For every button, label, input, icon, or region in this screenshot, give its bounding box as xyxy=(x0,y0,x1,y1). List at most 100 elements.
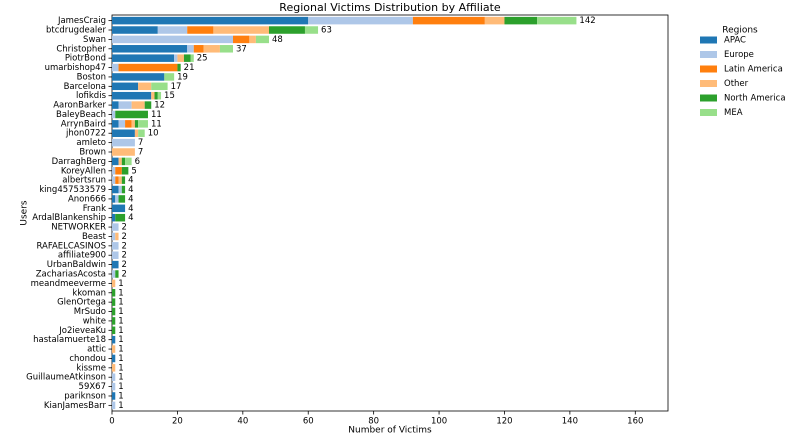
y-tick-label: Beast xyxy=(82,232,107,242)
bar-segment xyxy=(112,45,188,53)
y-tick-label: Swan xyxy=(83,35,106,45)
total-label: 19 xyxy=(177,72,188,82)
y-tick-label: ZachariasAcosta xyxy=(36,269,106,279)
total-label: 1 xyxy=(118,298,123,308)
y-tick-label: affiliate900 xyxy=(58,251,106,261)
bar-segment xyxy=(112,138,135,147)
total-label: 15 xyxy=(164,91,175,101)
bar-segment xyxy=(268,26,305,34)
bar-segment xyxy=(112,260,119,269)
bar-segment xyxy=(121,167,129,175)
bar-segment xyxy=(112,373,116,381)
legend-label: Latin America xyxy=(724,65,783,75)
y-tick-label: hastalamuerte18 xyxy=(33,335,106,345)
y-tick-label: Boston xyxy=(77,72,106,82)
bar-segment xyxy=(112,223,119,231)
x-axis-label: Number of Victims xyxy=(348,426,432,436)
total-label: 2 xyxy=(122,232,127,242)
bar-segment xyxy=(115,176,119,184)
bar-segment xyxy=(115,167,122,175)
bar-segment xyxy=(121,176,126,184)
y-axis-label: Users xyxy=(20,200,30,226)
y-tick-label: white xyxy=(83,316,106,326)
y-tick-label: BaleyBeach xyxy=(56,110,106,120)
bar-segment xyxy=(504,16,538,25)
bar-segment xyxy=(112,242,119,250)
y-tick-label: Frank xyxy=(83,204,106,214)
total-label: 10 xyxy=(148,129,159,139)
bar-segment xyxy=(304,26,319,34)
bar-segment xyxy=(112,335,116,344)
bar-segment xyxy=(134,120,139,128)
y-tick-label: RAFAELCASINOS xyxy=(36,241,106,251)
y-tick-label: amleto xyxy=(76,138,106,148)
bar-segment xyxy=(112,251,119,259)
x-tick-label: 20 xyxy=(172,417,183,427)
bar-segment xyxy=(112,195,116,203)
total-label: 1 xyxy=(118,354,123,364)
bar-segment xyxy=(187,45,194,53)
bar-segment xyxy=(112,16,309,25)
chart-title: Regional Victims Distribution by Affilia… xyxy=(279,1,501,14)
total-label: 1 xyxy=(118,345,123,355)
total-label: 63 xyxy=(321,26,332,36)
x-tick-label: 140 xyxy=(562,417,578,427)
bar-segment xyxy=(138,82,152,91)
bar-segment xyxy=(183,54,191,62)
bar-segment xyxy=(118,185,122,194)
bar-segment xyxy=(112,167,116,175)
bar-segment xyxy=(118,63,178,72)
total-label: 2 xyxy=(122,241,127,251)
x-tick-label: 40 xyxy=(237,417,248,427)
bar-segment xyxy=(112,63,119,72)
total-label: 1 xyxy=(118,326,123,336)
total-label: 4 xyxy=(128,204,133,214)
y-tick-label: jhon0722 xyxy=(65,129,106,139)
bar-segment xyxy=(121,185,126,194)
y-tick-label: KoreyAllen xyxy=(61,166,106,176)
y-tick-label: 59X67 xyxy=(79,382,106,392)
bar-segment xyxy=(112,157,119,166)
y-tick-label: lofikdis xyxy=(76,91,107,101)
total-label: 4 xyxy=(128,194,133,204)
bar-segment xyxy=(177,63,181,72)
y-tick-label: Brown xyxy=(79,148,106,158)
total-label: 2 xyxy=(122,223,127,233)
bar-segment xyxy=(112,35,234,44)
legend-title: Regions xyxy=(722,26,758,36)
bar-segment xyxy=(112,364,116,372)
bar-segment xyxy=(193,45,204,53)
bar-segment xyxy=(177,54,184,62)
legend-label: MEA xyxy=(724,108,743,118)
bar-segment xyxy=(112,401,116,410)
total-label: 1 xyxy=(118,279,123,289)
y-tick-label: JamesCraig xyxy=(57,16,106,26)
total-label: 25 xyxy=(197,54,208,64)
bar-segment xyxy=(134,129,139,137)
y-tick-label: attic xyxy=(87,345,106,355)
legend-swatch xyxy=(700,94,717,102)
y-tick-label: AaronBarker xyxy=(53,101,106,111)
legend-swatch xyxy=(700,36,717,44)
total-label: 1 xyxy=(118,391,123,401)
bar-segment xyxy=(112,392,116,400)
bar-segment xyxy=(112,289,116,297)
bar-segment xyxy=(112,54,175,62)
bar-segment xyxy=(112,26,158,34)
bar-segment xyxy=(157,26,188,34)
bar-segment xyxy=(164,73,175,81)
total-label: 2 xyxy=(122,260,127,270)
total-label: 11 xyxy=(151,119,162,129)
x-tick-label: 100 xyxy=(431,417,447,427)
y-tick-label: KianJamesBarr xyxy=(44,401,107,411)
total-label: 5 xyxy=(131,166,136,176)
bar-segment xyxy=(118,120,126,128)
bar-segment xyxy=(115,232,119,241)
bar-segment xyxy=(118,157,122,166)
y-tick-label: DarraghBerg xyxy=(52,157,106,167)
bar-segment xyxy=(112,110,116,119)
total-label: 1 xyxy=(118,373,123,383)
total-label: 11 xyxy=(151,110,162,120)
bar-segment xyxy=(112,204,126,213)
bar-segment xyxy=(112,232,116,241)
